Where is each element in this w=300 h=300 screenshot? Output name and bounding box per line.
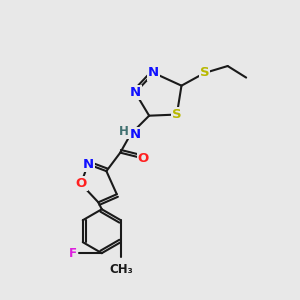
Text: S: S xyxy=(172,108,182,121)
Text: N: N xyxy=(148,67,159,80)
Text: O: O xyxy=(75,177,87,190)
Text: CH₃: CH₃ xyxy=(109,263,133,276)
Text: F: F xyxy=(69,247,77,260)
Text: N: N xyxy=(130,128,141,141)
Text: H: H xyxy=(119,125,129,138)
Text: O: O xyxy=(138,152,149,165)
Text: S: S xyxy=(200,67,209,80)
Text: N: N xyxy=(130,86,141,99)
Text: N: N xyxy=(82,158,94,171)
